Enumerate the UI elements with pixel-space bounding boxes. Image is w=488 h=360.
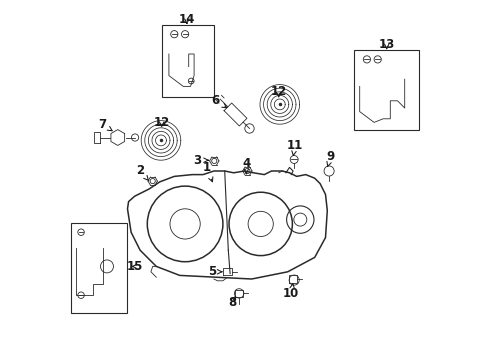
Text: 7: 7 xyxy=(98,118,112,131)
Bar xyxy=(162,25,213,97)
Bar xyxy=(71,223,127,313)
Text: 11: 11 xyxy=(286,139,303,156)
Text: 2: 2 xyxy=(136,165,148,181)
Text: 1: 1 xyxy=(202,161,212,182)
Text: 12: 12 xyxy=(270,85,286,98)
Text: 13: 13 xyxy=(378,39,394,51)
Text: 15: 15 xyxy=(126,260,142,273)
Text: 12: 12 xyxy=(153,116,169,129)
Text: 3: 3 xyxy=(193,154,208,167)
Text: 8: 8 xyxy=(227,296,236,309)
Text: 14: 14 xyxy=(178,13,195,26)
Text: 9: 9 xyxy=(326,150,334,166)
Text: 4: 4 xyxy=(242,157,250,174)
Bar xyxy=(354,50,418,130)
Text: 6: 6 xyxy=(211,94,226,108)
Text: 5: 5 xyxy=(207,265,222,278)
Text: 10: 10 xyxy=(283,284,299,300)
